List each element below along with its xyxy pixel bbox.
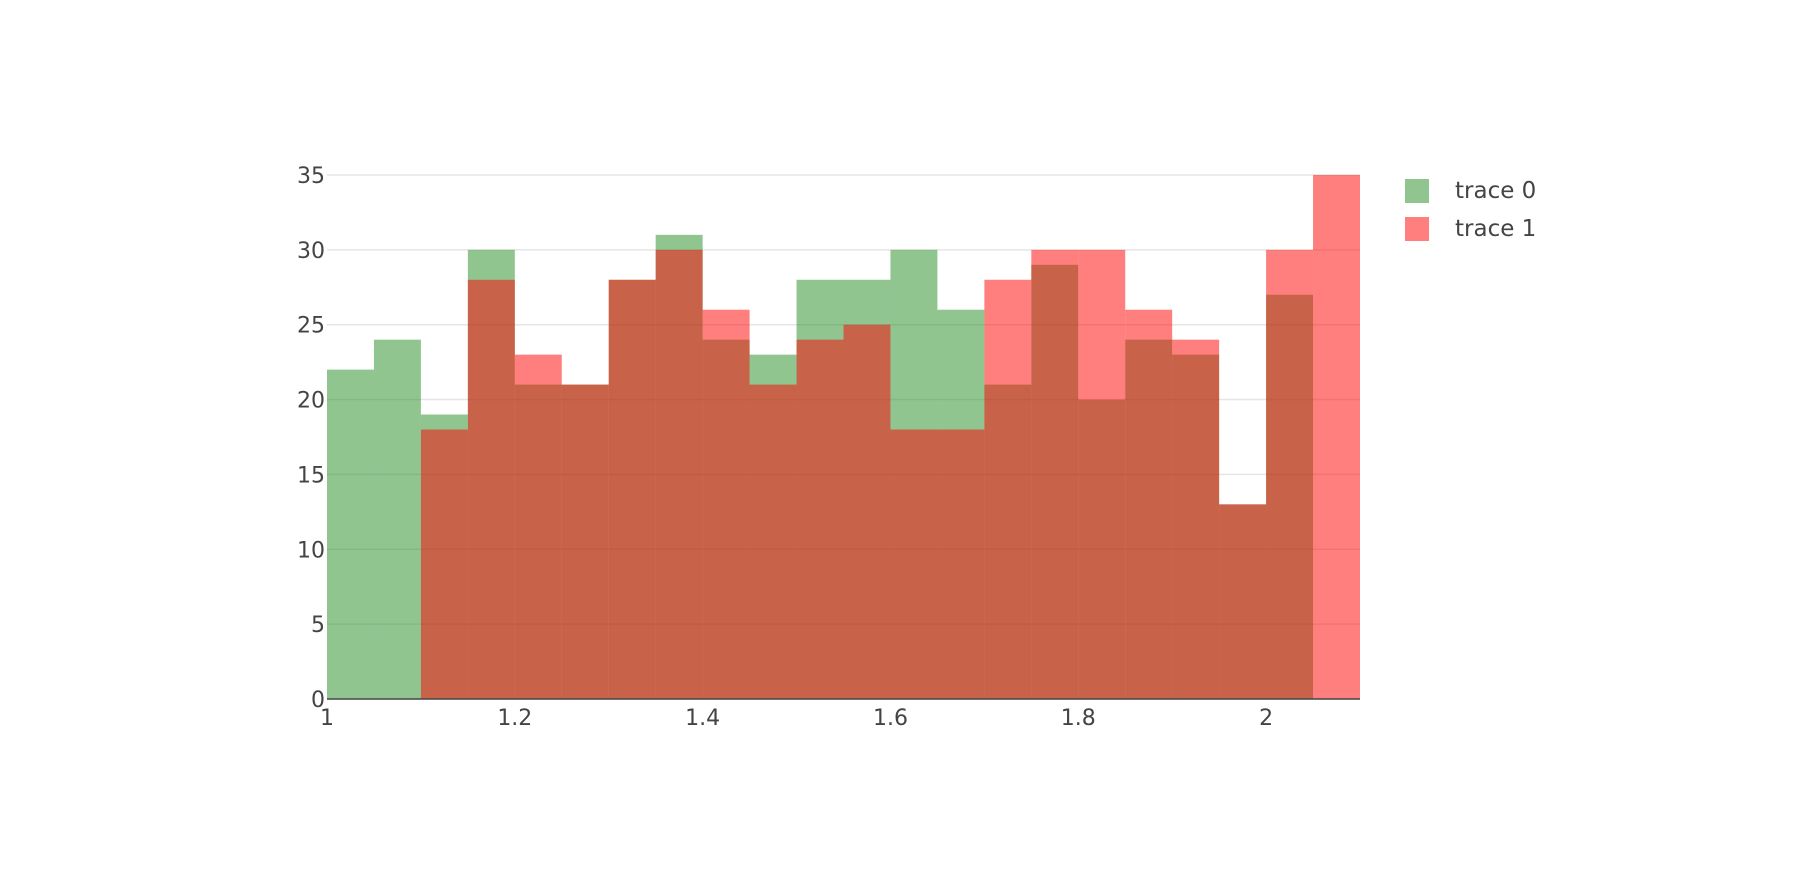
y-tick-label-35: 35 bbox=[297, 164, 325, 189]
x-tick-label-1.6: 1.6 bbox=[873, 706, 908, 731]
bar-series-1-bin-3[interactable] bbox=[467, 279, 515, 699]
y-tick-label-25: 25 bbox=[297, 314, 325, 339]
y-tick-label-10: 10 bbox=[297, 538, 325, 563]
y-tick-label-30: 30 bbox=[297, 239, 325, 264]
y-tick-label-0: 0 bbox=[311, 688, 325, 713]
x-tick-label-1: 1 bbox=[320, 706, 334, 731]
y-tick-label-5: 5 bbox=[311, 613, 325, 638]
bar-series-1-bin-10[interactable] bbox=[796, 339, 844, 699]
legend-label-trace-0: trace 0 bbox=[1455, 178, 1537, 204]
x-tick-label-2: 2 bbox=[1259, 706, 1273, 731]
legend-label-trace-1: trace 1 bbox=[1455, 216, 1537, 242]
bar-series-1-bin-13[interactable] bbox=[937, 429, 985, 700]
x-axis-ticks: 1 1.2 1.4 1.6 1.8 2 bbox=[320, 706, 1273, 731]
bar-series-1-bin-8[interactable] bbox=[702, 309, 750, 699]
bar-series-1-bin-15[interactable] bbox=[1031, 249, 1079, 700]
bar-series-1-bin-18[interactable] bbox=[1172, 339, 1220, 699]
bar-series-1-bin-21[interactable] bbox=[1313, 174, 1360, 699]
legend-swatch-trace-1 bbox=[1405, 217, 1429, 241]
x-tick-label-1.2: 1.2 bbox=[497, 706, 532, 731]
y-tick-label-15: 15 bbox=[297, 463, 325, 488]
bar-series-1-bin-11[interactable] bbox=[843, 324, 891, 699]
y-axis-ticks: 0 5 10 15 20 25 30 35 bbox=[297, 164, 325, 713]
legend: trace 0 trace 1 bbox=[1405, 172, 1536, 248]
bar-series-1-bin-5[interactable] bbox=[561, 384, 609, 699]
bars bbox=[327, 174, 1360, 700]
x-tick-label-1.8: 1.8 bbox=[1061, 706, 1096, 731]
series-1 bbox=[420, 174, 1360, 700]
bar-series-0-bin-1[interactable] bbox=[373, 339, 421, 699]
bar-series-1-bin-6[interactable] bbox=[608, 279, 656, 699]
bar-series-1-bin-7[interactable] bbox=[655, 249, 703, 700]
bar-series-1-bin-4[interactable] bbox=[514, 354, 562, 699]
y-tick-label-20: 20 bbox=[297, 389, 325, 414]
bar-series-1-bin-2[interactable] bbox=[420, 429, 468, 700]
bar-series-1-bin-9[interactable] bbox=[749, 384, 797, 699]
legend-swatch-trace-0 bbox=[1405, 179, 1429, 203]
x-tick-label-1.4: 1.4 bbox=[685, 706, 720, 731]
bar-series-0-bin-0[interactable] bbox=[327, 369, 374, 699]
bar-series-1-bin-19[interactable] bbox=[1219, 504, 1267, 699]
legend-item-trace-0[interactable]: trace 0 bbox=[1405, 172, 1536, 210]
bar-series-1-bin-20[interactable] bbox=[1266, 249, 1314, 700]
legend-item-trace-1[interactable]: trace 1 bbox=[1405, 210, 1536, 248]
bar-series-1-bin-12[interactable] bbox=[890, 429, 938, 700]
bar-series-1-bin-17[interactable] bbox=[1125, 309, 1173, 699]
bar-series-1-bin-16[interactable] bbox=[1078, 249, 1126, 700]
bar-series-1-bin-14[interactable] bbox=[984, 279, 1032, 699]
